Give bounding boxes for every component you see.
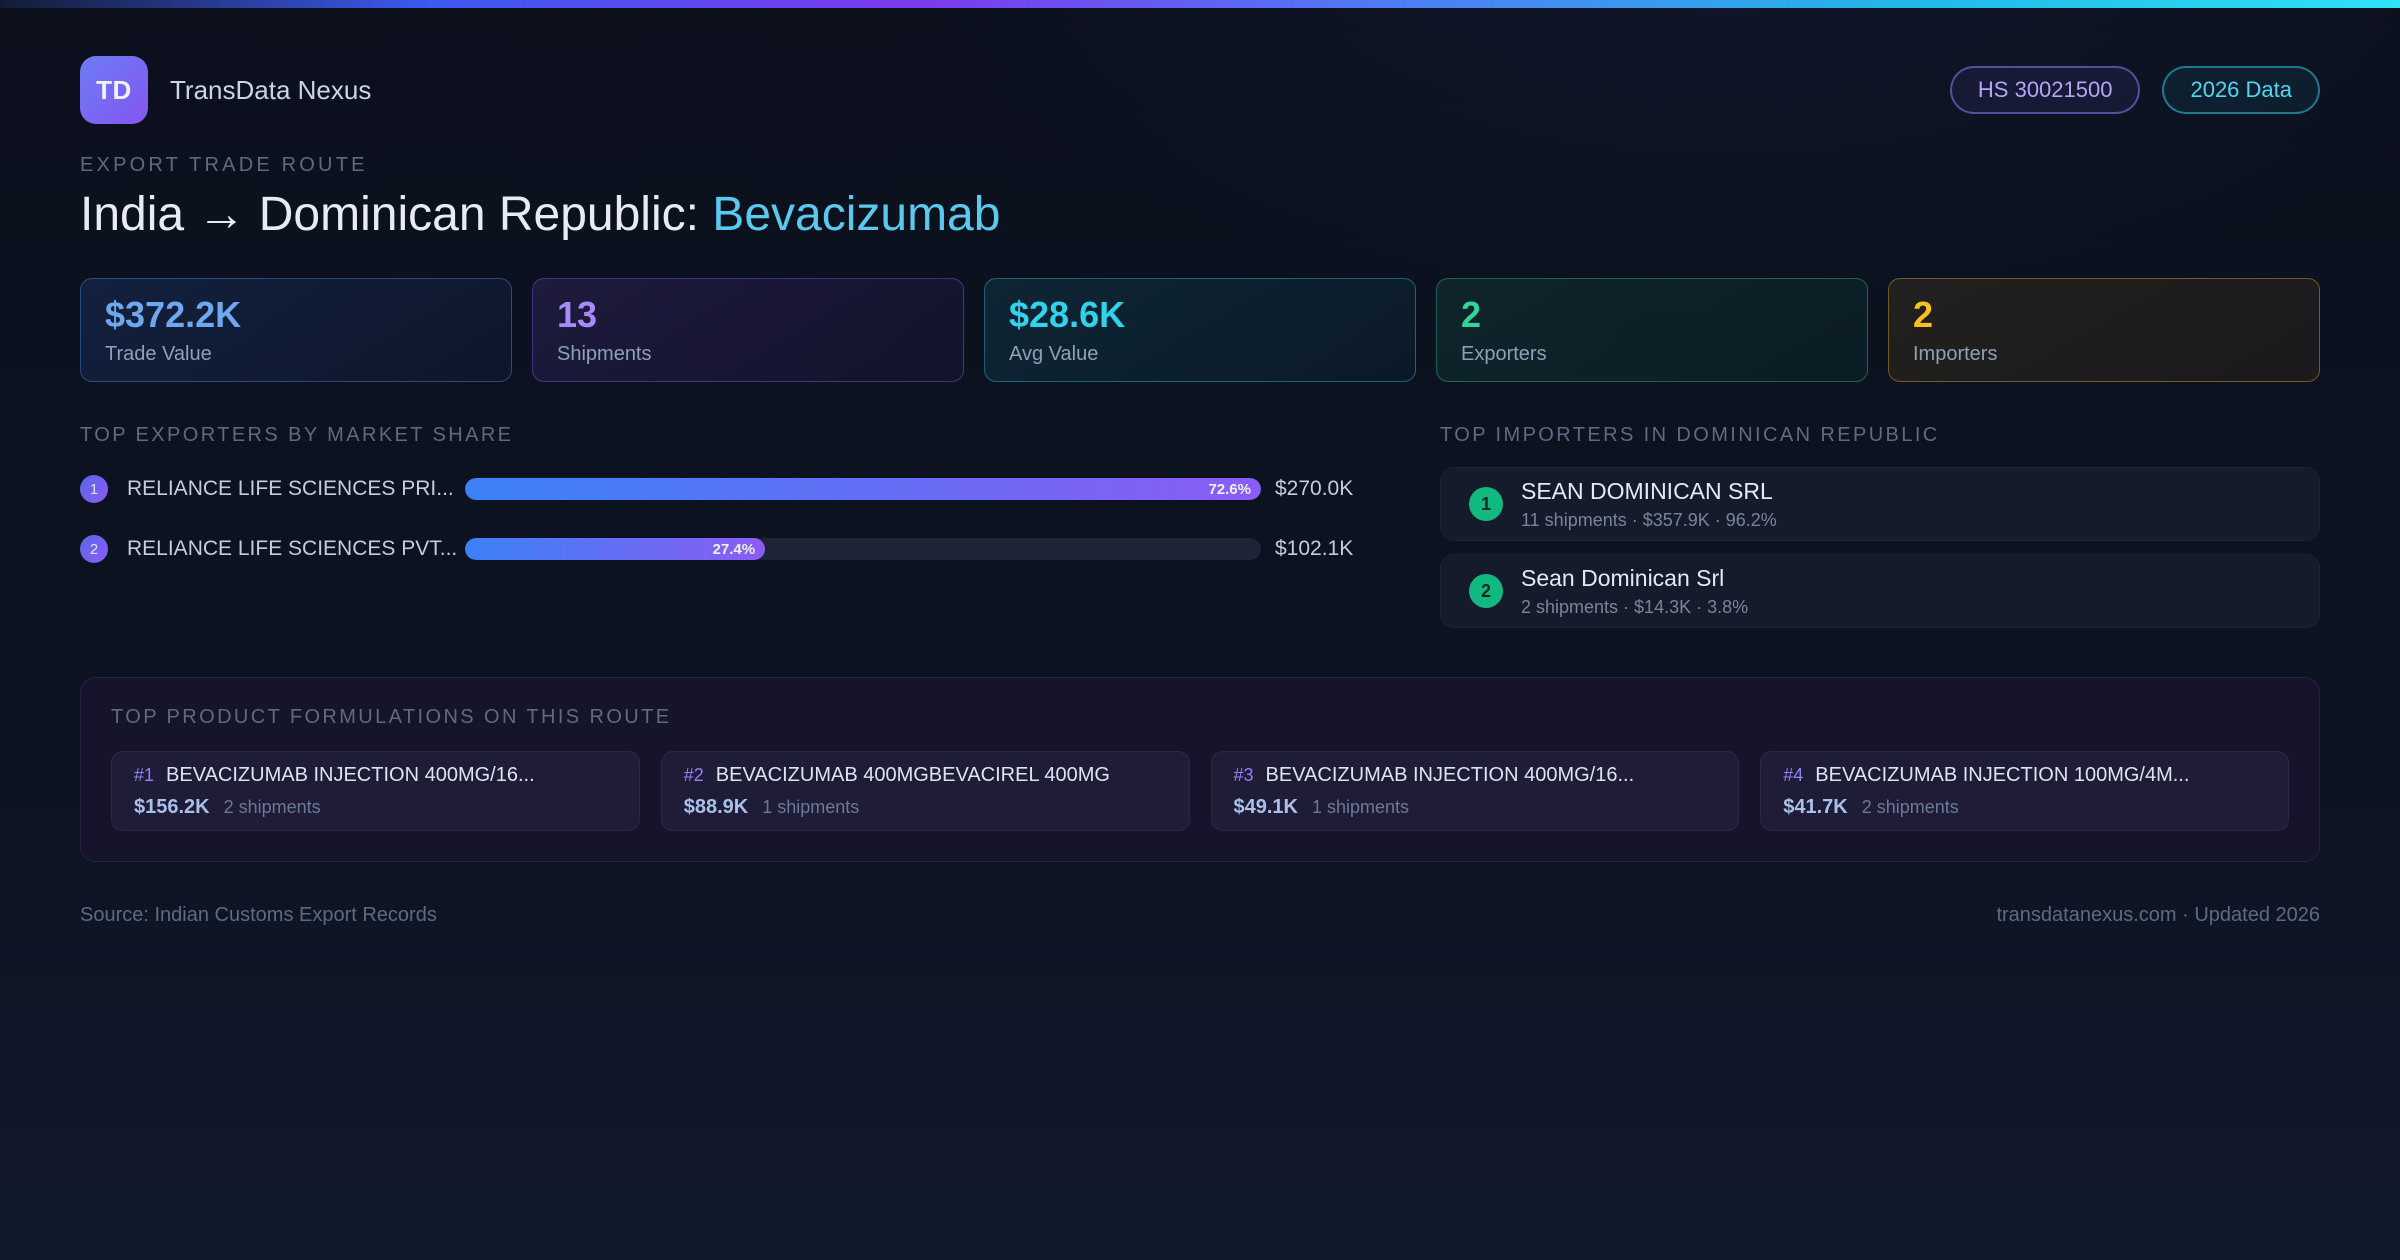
product-rank: #3 — [1233, 764, 1254, 785]
data-year-badge[interactable]: 2026 Data — [2162, 66, 2320, 114]
importer-details: 2 shipments · $14.3K · 3.8% — [1521, 596, 1749, 617]
exporters-heading: TOP EXPORTERS BY MARKET SHARE — [80, 424, 514, 446]
product-card[interactable]: #4 BEVACIZUMAB INJECTION 100MG/4M... $41… — [1760, 751, 2289, 831]
market-share-percent: 72.6% — [1208, 480, 1251, 498]
route-title-text: India → Dominican Republic: — [80, 188, 713, 241]
footer-source: Source: Indian Customs Export Records — [80, 904, 437, 926]
footer: Source: Indian Customs Export Records tr… — [80, 904, 2320, 927]
products-panel: TOP PRODUCT FORMULATIONS ON THIS ROUTE #… — [80, 677, 2320, 862]
stat-card-importers: 2 Importers — [1888, 278, 2320, 382]
product-name: BEVACIZUMAB INJECTION 100MG/4M... — [1815, 763, 2190, 786]
market-share-bar-track: 27.4% — [465, 538, 1261, 560]
brand[interactable]: TD TransData Nexus — [80, 56, 371, 124]
eyebrow-label: EXPORT TRADE ROUTE — [80, 154, 368, 176]
product-shipments: 1 shipments — [762, 796, 860, 817]
product-value: $88.9K — [683, 795, 749, 818]
market-share-percent: 27.4% — [712, 540, 756, 558]
product-shipments: 2 shipments — [223, 796, 321, 817]
product-name: BEVACIZUMAB INJECTION 400MG/16... — [166, 763, 535, 786]
product-shipments: 2 shipments — [1861, 796, 1959, 817]
market-share-bar-fill: 27.4% — [465, 538, 766, 560]
product-shipments: 1 shipments — [1312, 796, 1410, 817]
stat-value: $372.2K — [105, 294, 242, 335]
rank-badge: 2 — [1469, 574, 1503, 608]
product-card-title: #2 BEVACIZUMAB 400MGBEVACIREL 400MG — [684, 764, 1167, 787]
exporter-value: $270.0K — [1275, 477, 1354, 500]
stat-value: 13 — [557, 294, 598, 335]
product-value: $156.2K — [134, 795, 210, 818]
top-gradient-bar — [0, 0, 2400, 8]
exporter-row[interactable]: 1 RELIANCE LIFE SCIENCES PRI... 72.6% $2… — [80, 467, 1390, 511]
product-card-stats: $88.9K 1 shipments — [684, 796, 1167, 819]
product-name: BEVACIZUMAB 400MGBEVACIREL 400MG — [715, 763, 1110, 786]
product-card-title: #4 BEVACIZUMAB INJECTION 100MG/4M... — [1783, 764, 2266, 787]
exporter-name: RELIANCE LIFE SCIENCES PRI... — [127, 477, 454, 500]
stat-label: Exporters — [1461, 343, 1547, 365]
stat-card-avg-value: $28.6K Avg Value — [984, 278, 1416, 382]
rank-badge: 1 — [1469, 487, 1503, 521]
importer-info: SEAN DOMINICAN SRL 11 shipments · $357.9… — [1521, 478, 1777, 531]
product-card-stats: $156.2K 2 shipments — [134, 796, 617, 819]
product-rank: #1 — [134, 764, 155, 785]
product-card[interactable]: #3 BEVACIZUMAB INJECTION 400MG/16... $49… — [1210, 751, 1740, 831]
product-value: $49.1K — [1233, 795, 1299, 818]
app-logo[interactable]: TD — [80, 56, 148, 124]
importer-card[interactable]: 2 Sean Dominican Srl 2 shipments · $14.3… — [1440, 554, 2320, 628]
importer-info: Sean Dominican Srl 2 shipments · $14.3K … — [1521, 565, 1748, 618]
main-container: TD TransData Nexus HS 30021500 2026 Data… — [0, 56, 2400, 927]
header: TD TransData Nexus HS 30021500 2026 Data — [80, 56, 2320, 124]
stat-card-trade-value: $372.2K Trade Value — [80, 278, 512, 382]
exporter-row[interactable]: 2 RELIANCE LIFE SCIENCES PVT... 27.4% $1… — [80, 527, 1390, 571]
exporters-section: TOP EXPORTERS BY MARKET SHARE 1 RELIANCE… — [80, 424, 1390, 641]
stat-label: Avg Value — [1009, 343, 1099, 365]
rank-badge: 1 — [80, 475, 108, 503]
hs-code-badge[interactable]: HS 30021500 — [1949, 66, 2141, 114]
importer-name: Sean Dominican Srl — [1521, 564, 1725, 591]
importer-name: SEAN DOMINICAN SRL — [1521, 477, 1773, 504]
product-card-title: #3 BEVACIZUMAB INJECTION 400MG/16... — [1234, 764, 1717, 787]
product-rank: #2 — [683, 764, 704, 785]
exporter-value: $102.1K — [1275, 537, 1354, 560]
importers-section: TOP IMPORTERS IN DOMINICAN REPUBLIC 1 SE… — [1440, 424, 2320, 641]
importers-heading: TOP IMPORTERS IN DOMINICAN REPUBLIC — [1440, 424, 1940, 446]
stat-value: 2 — [1461, 294, 1482, 335]
market-share-bar-track: 72.6% — [465, 478, 1261, 500]
two-column-section: TOP EXPORTERS BY MARKET SHARE 1 RELIANCE… — [80, 424, 2320, 641]
stat-cards-row: $372.2K Trade Value 13 Shipments $28.6K … — [80, 278, 2320, 382]
product-card[interactable]: #2 BEVACIZUMAB 400MGBEVACIREL 400MG $88.… — [660, 751, 1190, 831]
stat-label: Importers — [1913, 343, 1998, 365]
importer-card[interactable]: 1 SEAN DOMINICAN SRL 11 shipments · $357… — [1440, 467, 2320, 541]
product-card-stats: $49.1K 1 shipments — [1234, 796, 1717, 819]
product-title-text: Bevacizumab — [712, 188, 1001, 241]
stat-label: Trade Value — [105, 343, 212, 365]
app-name: TransData Nexus — [170, 74, 372, 105]
product-card-stats: $41.7K 2 shipments — [1783, 796, 2266, 819]
products-heading: TOP PRODUCT FORMULATIONS ON THIS ROUTE — [111, 706, 672, 728]
market-share-bar-fill: 72.6% — [465, 478, 1261, 500]
stat-value: $28.6K — [1009, 294, 1126, 335]
product-card[interactable]: #1 BEVACIZUMAB INJECTION 400MG/16... $15… — [111, 751, 640, 831]
header-badges: HS 30021500 2026 Data — [1949, 66, 2320, 114]
stat-label: Shipments — [557, 343, 652, 365]
product-grid: #1 BEVACIZUMAB INJECTION 400MG/16... $15… — [111, 751, 2289, 831]
stat-value: 2 — [1913, 294, 1934, 335]
exporter-name: RELIANCE LIFE SCIENCES PVT... — [127, 537, 458, 560]
product-card-title: #1 BEVACIZUMAB INJECTION 400MG/16... — [134, 764, 617, 787]
stat-card-shipments: 13 Shipments — [532, 278, 964, 382]
product-value: $41.7K — [1783, 795, 1848, 818]
rank-badge: 2 — [80, 535, 108, 563]
footer-site: transdatanexus.com · Updated 2026 — [1996, 904, 2320, 926]
importer-details: 11 shipments · $357.9K · 96.2% — [1521, 509, 1777, 530]
product-name: BEVACIZUMAB INJECTION 400MG/16... — [1265, 763, 1635, 786]
product-rank: #4 — [1783, 764, 1804, 785]
page-title: India → Dominican Republic: Bevacizumab — [80, 187, 2320, 242]
stat-card-exporters: 2 Exporters — [1436, 278, 1868, 382]
